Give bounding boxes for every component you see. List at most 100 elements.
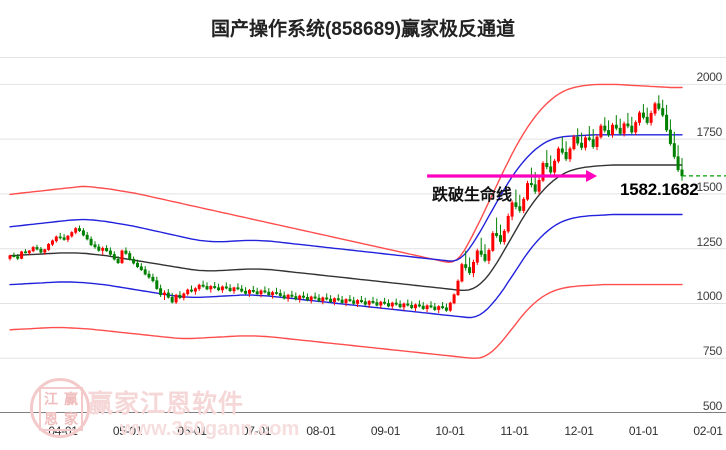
y-tick-label: 2000 [696,70,723,85]
candle-body [205,286,209,290]
candle-body [525,183,529,200]
candle-body [498,235,502,242]
candle-body [97,246,101,251]
candle-body [50,240,54,245]
candle-body [190,289,194,292]
candle-body [564,152,568,160]
seal-char-0: 江 [44,392,58,408]
candle-body [20,251,24,259]
candle-body [248,290,252,294]
candle-body [649,112,653,123]
y-tick-label: 1750 [696,125,723,140]
candle-body [676,156,680,171]
candle-body [197,284,201,289]
candle-body [325,297,329,300]
candle-body [518,206,522,211]
candle-body [108,250,112,255]
candle-body [483,254,487,261]
candle-body [16,256,20,259]
x-tick-label: 10-01 [435,424,465,438]
candle-body [220,286,224,291]
candle-body [120,250,124,263]
y-tick-label: 1250 [696,234,723,249]
candle-body [630,125,634,133]
candle-body [549,166,553,173]
candle-body [456,280,460,296]
candle-body [348,299,352,302]
candle-body [425,305,429,310]
x-tick-label: 01-01 [628,424,659,438]
candle-body [383,301,387,304]
candle-body [43,249,47,253]
x-tick-label: 07-01 [241,424,272,438]
candle-body [429,305,433,308]
candle-body [595,136,599,147]
candle-body [112,254,116,260]
candle-body [653,103,657,114]
candle-body [301,295,305,298]
series-outer_upper_band [9,83,683,263]
candle-body [545,163,549,168]
candle-body [452,294,456,304]
candle-body [217,287,221,291]
candle-body [375,302,379,306]
candle-body [136,262,140,267]
candle-body [70,232,74,237]
candle-body [201,284,205,287]
candle-body [8,255,12,259]
candle-body [81,230,85,236]
brand-watermark: 赢家江恩软件 [88,390,245,418]
candle-body [614,124,618,129]
candle-body [78,228,82,232]
candle-body [329,298,333,303]
candle-body [475,250,479,263]
candle-body [661,108,665,116]
candle-body [271,292,275,296]
candle-body [159,288,163,296]
candle-body [437,306,441,310]
candle-body [460,264,464,282]
candle-body [495,233,499,236]
candle-body [101,248,105,251]
candle-body [352,300,356,304]
x-tick-label: 02-01 [693,424,723,438]
candle-body [267,291,271,296]
candle-body [394,302,398,305]
candle-body [529,183,533,186]
candle-body [572,136,576,150]
x-tick-label: 08-01 [306,424,336,438]
candle-body [665,114,669,131]
x-tick-label: 12-01 [564,424,594,438]
url-watermark: www.360gann.com [120,418,300,440]
series-outer_lower_band [9,283,683,359]
candle-body [23,251,27,254]
candle-body [74,228,78,233]
candle-body [591,139,595,147]
candle-body [421,305,425,310]
candle-body [58,236,62,239]
candle-body [634,122,638,133]
candle-body [645,116,649,123]
candle-body [556,148,560,162]
candle-body [402,303,406,308]
candle-body [166,292,170,298]
candle-body [178,294,182,299]
seal-characters: 江 赢 恩 家 [39,387,83,431]
candle-body [479,250,483,255]
candle-body [379,301,383,306]
candle-body [533,184,537,192]
candle-body [444,307,448,311]
candle-body [321,297,325,302]
x-tick-label: 09-01 [370,424,401,438]
candle-body [244,290,248,294]
candle-body [182,293,186,299]
candle-body [251,290,255,292]
seal-char-3: 家 [64,412,78,428]
candle-body [255,291,259,295]
candle-body [491,233,495,251]
candle-body [278,293,282,296]
candle-body [209,286,213,290]
candle-body [124,250,128,254]
candle-body [386,303,390,307]
